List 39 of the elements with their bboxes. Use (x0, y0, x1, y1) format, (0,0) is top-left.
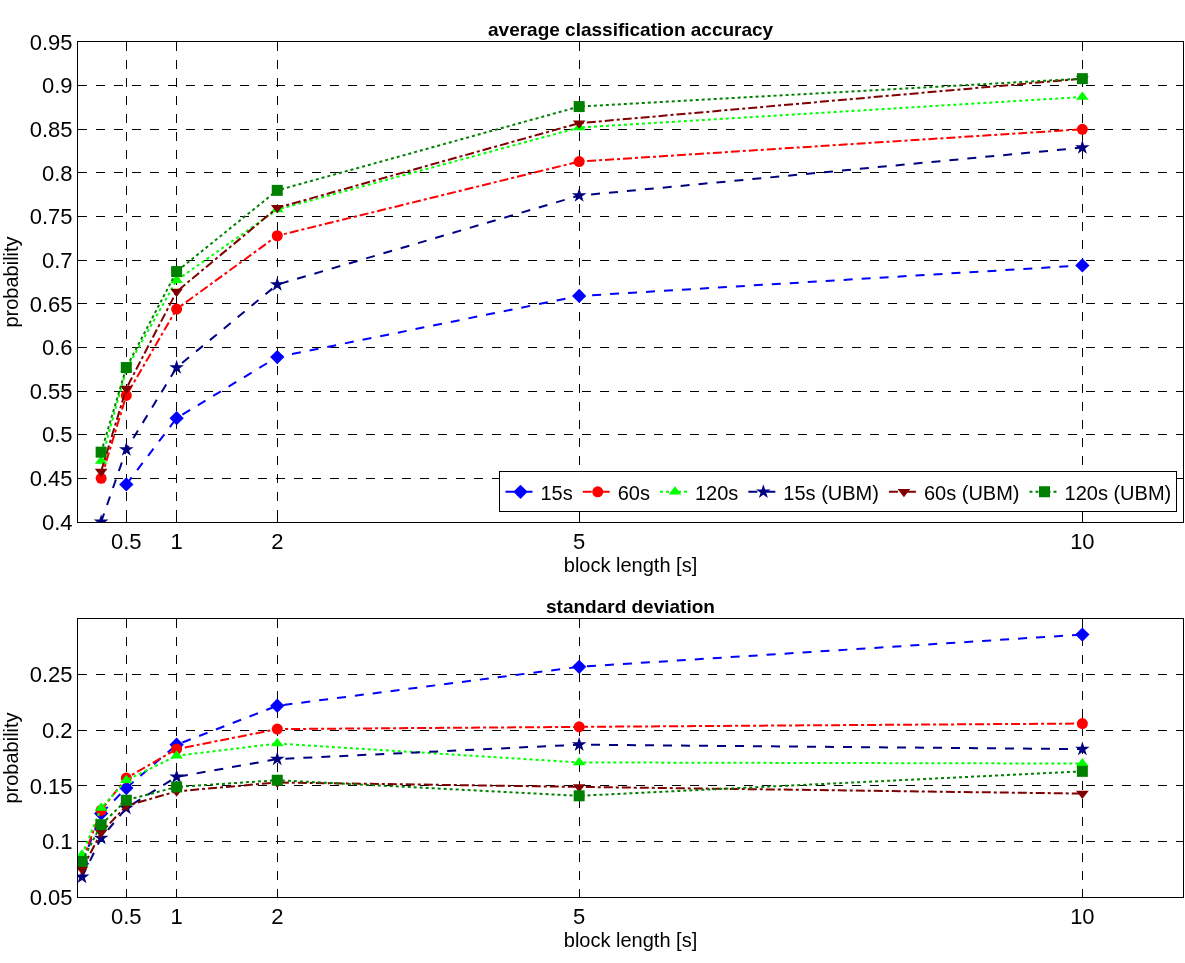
y-tick-label: 0.8 (42, 160, 73, 186)
legend-label: 120s (694, 481, 739, 504)
x-tick-label: 5 (573, 529, 586, 555)
y-tick-label: 0.4 (42, 509, 73, 535)
x-tick-label: 10 (1070, 904, 1095, 930)
legend-label: 60s (617, 481, 650, 504)
y-tick-label: 0.6 (42, 335, 73, 361)
legend-label: 120s (UBM) (1064, 481, 1172, 504)
y-tick-label: 0.7 (42, 247, 73, 273)
x-axis-title: block length [s] (563, 554, 698, 577)
y-tick-label: 0.1 (42, 829, 73, 855)
legend-label: 60s (UBM) (923, 481, 1020, 504)
y-tick-label: 0.55 (29, 378, 73, 404)
y-tick-label: 0.75 (29, 204, 73, 230)
x-tick-label: 2 (271, 529, 284, 555)
chart-title: average classification accuracy (488, 19, 774, 40)
y-tick-label: 0.2 (42, 717, 73, 743)
chart-title: standard deviation (546, 596, 715, 617)
y-tick-label: 0.65 (29, 291, 73, 317)
y-tick-label: 0.05 (29, 884, 73, 910)
y-tick-label: 0.95 (29, 29, 73, 55)
y-tick-label: 0.5 (42, 422, 73, 448)
x-tick-label: 10 (1070, 529, 1095, 555)
x-tick-label: 1 (170, 904, 183, 930)
x-tick-label: 1 (170, 529, 183, 555)
x-tick-label: 0.5 (111, 529, 142, 555)
y-tick-label: 0.45 (29, 466, 73, 492)
legend-label: 15s (UBM) (783, 481, 879, 504)
y-axis-title: probability (0, 712, 22, 804)
x-tick-label: 2 (271, 904, 284, 930)
y-tick-label: 0.85 (29, 116, 73, 142)
x-tick-label: 0.5 (111, 904, 142, 930)
y-tick-label: 0.25 (29, 662, 73, 688)
x-axis-title: block length [s] (563, 929, 698, 952)
y-axis-title: probability (0, 236, 22, 328)
legend-label: 15s (540, 481, 573, 504)
y-tick-label: 0.15 (29, 773, 73, 799)
y-tick-label: 0.9 (42, 73, 73, 99)
x-tick-label: 5 (573, 904, 586, 930)
